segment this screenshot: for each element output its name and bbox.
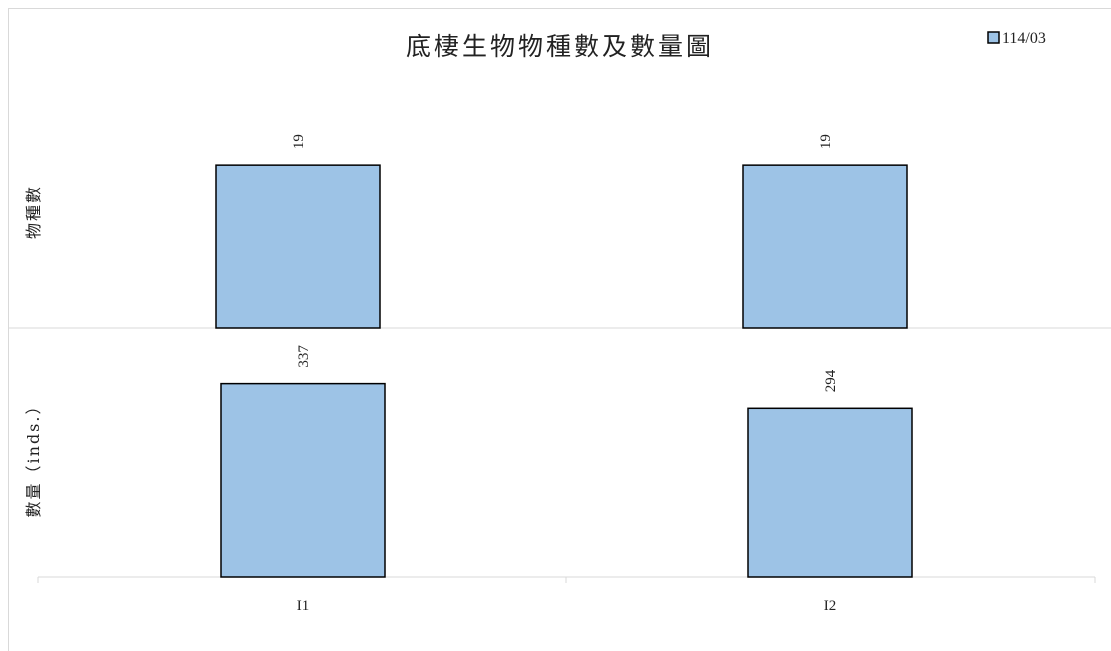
bar-panel1-i1 xyxy=(215,164,381,329)
x-axis: I1 I2 xyxy=(37,576,1096,614)
legend: 114/03 xyxy=(987,30,1046,47)
ylabel-species: 物種數 xyxy=(24,185,43,239)
bar-panel2-i2 xyxy=(747,407,913,578)
legend-swatch xyxy=(987,31,1000,44)
data-label-panel1-i1: 19 xyxy=(291,134,307,149)
bar-panel1-i2 xyxy=(742,164,908,329)
legend-label: 114/03 xyxy=(1002,30,1046,47)
chart-title: 底棲生物物種數及數量圖 xyxy=(406,32,714,61)
data-label-panel2-i2: 294 xyxy=(823,369,839,392)
chart-frame xyxy=(8,8,1111,651)
x-tick-label-i1: I1 xyxy=(297,598,310,614)
ylabel-count: 數量（inds.） xyxy=(24,397,43,518)
bars xyxy=(215,164,913,578)
data-label-panel2-i1: 337 xyxy=(296,345,312,368)
x-tick-label-i2: I2 xyxy=(824,598,837,614)
bar-labels: 19 19 337 294 xyxy=(291,134,839,392)
data-label-panel1-i2: 19 xyxy=(818,134,834,149)
bar-panel2-i1 xyxy=(220,382,386,578)
